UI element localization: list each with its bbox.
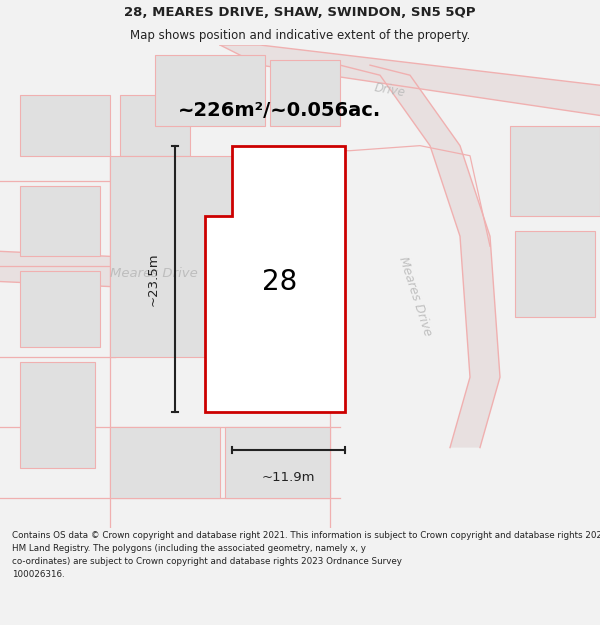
Polygon shape xyxy=(270,60,340,126)
Polygon shape xyxy=(0,251,330,297)
Polygon shape xyxy=(110,156,330,357)
Polygon shape xyxy=(205,146,345,413)
Text: 28: 28 xyxy=(262,268,298,296)
Text: Meares Drive: Meares Drive xyxy=(110,267,198,280)
Text: ~23.5m: ~23.5m xyxy=(146,253,160,306)
Text: Meares Drive: Meares Drive xyxy=(396,255,434,338)
Text: ~11.9m: ~11.9m xyxy=(262,471,315,484)
Polygon shape xyxy=(110,428,220,498)
Text: Contains OS data © Crown copyright and database right 2021. This information is : Contains OS data © Crown copyright and d… xyxy=(12,531,600,579)
Text: Map shows position and indicative extent of the property.: Map shows position and indicative extent… xyxy=(130,29,470,42)
Text: ~226m²/~0.056ac.: ~226m²/~0.056ac. xyxy=(178,101,382,120)
Polygon shape xyxy=(20,271,100,347)
Polygon shape xyxy=(120,96,190,156)
Polygon shape xyxy=(225,428,330,498)
Polygon shape xyxy=(155,55,265,126)
Polygon shape xyxy=(20,362,95,468)
Polygon shape xyxy=(515,231,595,317)
Text: Drive: Drive xyxy=(373,81,407,99)
Text: 28, MEARES DRIVE, SHAW, SWINDON, SN5 5QP: 28, MEARES DRIVE, SHAW, SWINDON, SN5 5QP xyxy=(124,6,476,19)
Polygon shape xyxy=(20,96,110,156)
Polygon shape xyxy=(220,45,600,116)
Polygon shape xyxy=(510,126,600,216)
Polygon shape xyxy=(20,186,100,256)
Polygon shape xyxy=(340,65,500,448)
